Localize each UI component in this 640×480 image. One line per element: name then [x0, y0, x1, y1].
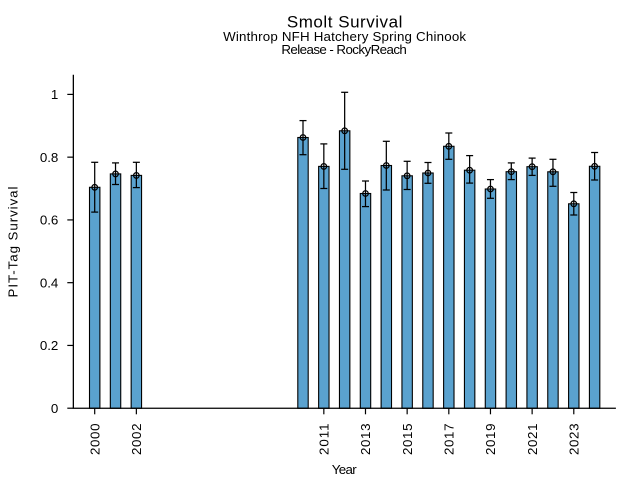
- svg-text:2021: 2021: [525, 424, 540, 456]
- svg-text:2013: 2013: [358, 424, 373, 456]
- svg-text:2000: 2000: [87, 424, 102, 456]
- svg-text:Winthrop NFH Hatchery Spring C: Winthrop NFH Hatchery Spring Chinook: [223, 29, 466, 44]
- svg-text:2019: 2019: [483, 424, 498, 456]
- svg-text:0: 0: [51, 401, 58, 416]
- svg-text:2002: 2002: [129, 424, 144, 456]
- svg-text:1: 1: [51, 87, 58, 102]
- svg-text:Release - RockyReach: Release - RockyReach: [281, 42, 407, 57]
- svg-text:PIT-Tag Survival: PIT-Tag Survival: [6, 186, 21, 297]
- svg-text:0.2: 0.2: [40, 338, 58, 353]
- svg-text:2011: 2011: [317, 424, 332, 456]
- svg-text:0.8: 0.8: [40, 150, 58, 165]
- svg-text:2017: 2017: [442, 424, 457, 456]
- svg-text:2023: 2023: [566, 424, 581, 456]
- svg-text:Year: Year: [332, 462, 358, 477]
- svg-text:Smolt Survival: Smolt Survival: [287, 12, 403, 31]
- svg-text:2015: 2015: [400, 424, 415, 456]
- svg-text:0.4: 0.4: [40, 275, 59, 290]
- svg-text:0.6: 0.6: [40, 213, 58, 228]
